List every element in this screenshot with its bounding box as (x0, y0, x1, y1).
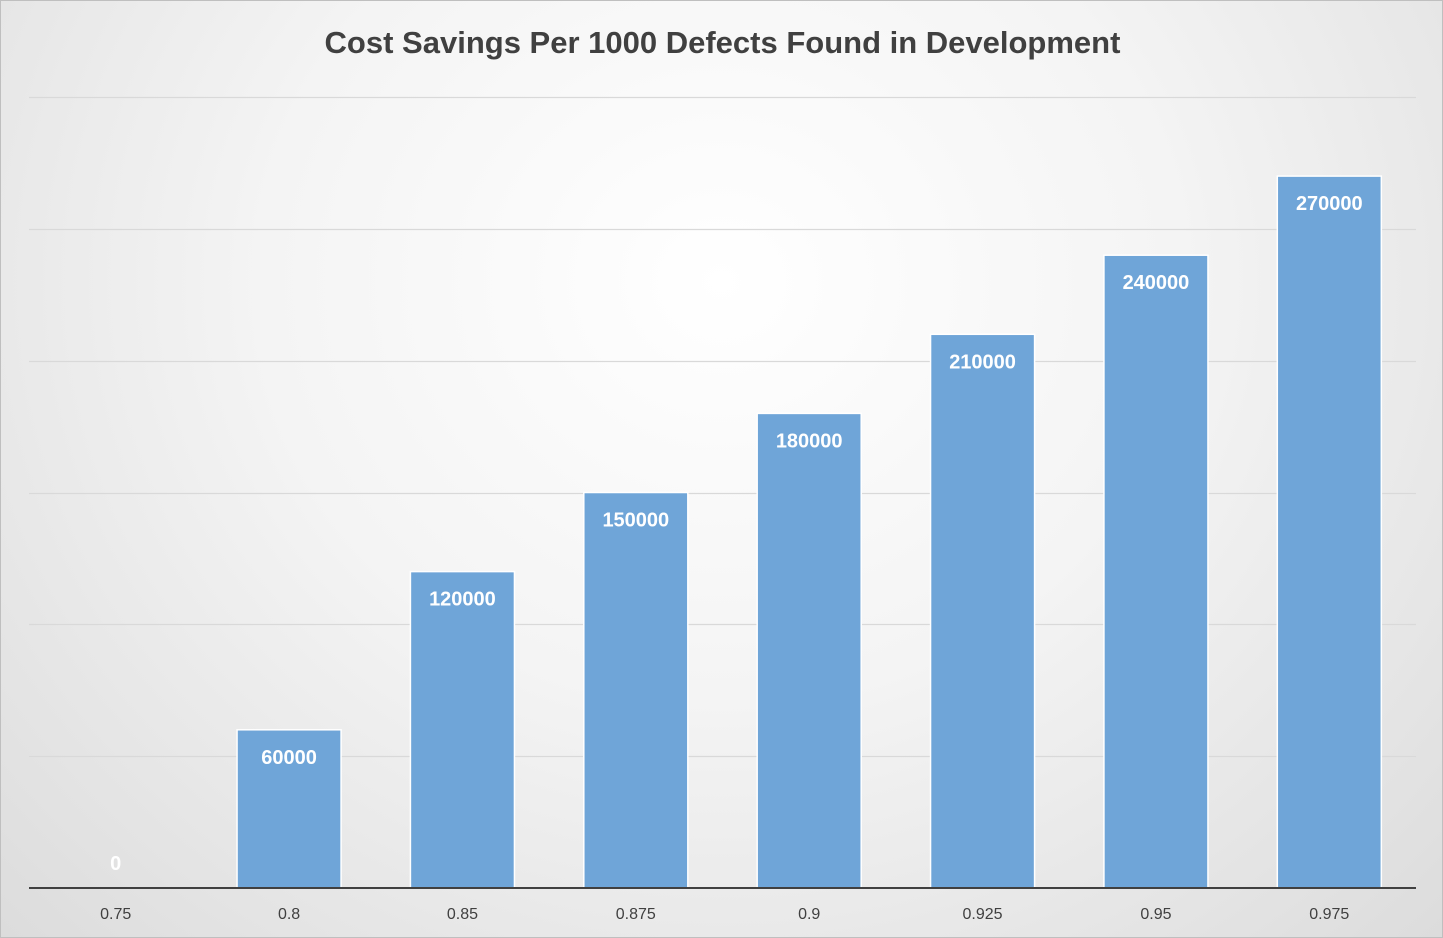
x-tick-label: 0.875 (616, 906, 656, 923)
bar (756, 412, 862, 889)
x-tick-label: 0.85 (447, 906, 478, 923)
data-labels: 0 60000 120000 150000 180000 210000 240000 2700… (110, 193, 1363, 875)
bar (236, 729, 342, 889)
chart-title: Cost Savings Per 1000 Defects Found in D… (324, 25, 1121, 60)
x-tick-label: 0.975 (1309, 906, 1349, 923)
x-tick-label: 0.95 (1140, 906, 1171, 923)
bar (583, 491, 689, 889)
bar (1276, 175, 1383, 889)
data-label: 180000 (776, 430, 843, 452)
data-label: 0 (110, 853, 121, 875)
data-label: 270000 (1296, 193, 1363, 215)
x-tick-label: 0.9 (798, 906, 820, 923)
x-tick-label: 0.925 (963, 906, 1003, 923)
bars (236, 175, 1383, 889)
data-label: 150000 (602, 510, 669, 532)
data-label: 240000 (1123, 272, 1190, 294)
data-label: 120000 (429, 589, 496, 611)
x-axis: 0.75 0.8 0.85 0.875 0.9 0.925 0.95 0.975 (29, 887, 1416, 923)
bar (409, 570, 516, 889)
bar (929, 333, 1036, 889)
x-tick-label: 0.75 (100, 906, 131, 923)
bar (1103, 254, 1209, 889)
data-label: 210000 (949, 351, 1016, 373)
x-tick-label: 0.8 (278, 906, 300, 923)
data-label: 60000 (261, 747, 317, 769)
